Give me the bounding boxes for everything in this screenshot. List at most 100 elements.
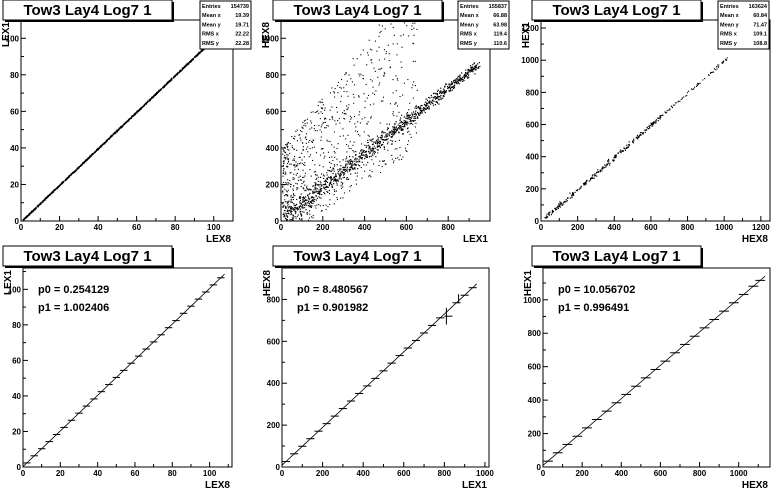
scatter-point xyxy=(366,145,368,147)
scatter-point xyxy=(428,96,430,99)
scatter-point xyxy=(284,171,286,173)
scatter-point xyxy=(392,113,394,115)
scatter-point xyxy=(310,201,312,203)
scatter-point xyxy=(463,77,465,79)
scatter-point xyxy=(436,96,438,99)
scatter-point xyxy=(294,138,296,140)
scatter-point xyxy=(316,174,318,176)
panel-3: 0 200 400 600 800 1000 12000200400600800100012… xyxy=(521,0,771,245)
scatter-point xyxy=(411,116,413,118)
scatter-point xyxy=(329,199,331,201)
scatter-point xyxy=(431,102,433,104)
y-tick-label: 40 xyxy=(10,144,19,153)
title-box: Tow3 Lay4 Log7 1 xyxy=(272,245,444,268)
scatter-point xyxy=(302,127,304,129)
scatter-point xyxy=(337,92,339,94)
scatter-point xyxy=(717,66,719,68)
scatter-point xyxy=(296,189,298,191)
x-tick-label: 1200 xyxy=(752,223,770,232)
scatter-point xyxy=(320,107,322,109)
scatter-point xyxy=(75,170,77,172)
scatter-point xyxy=(308,219,310,221)
scatter-point xyxy=(70,173,72,175)
scatter-point xyxy=(468,76,470,79)
scatter-point xyxy=(364,170,366,172)
scatter-point xyxy=(406,112,409,114)
scatter-point xyxy=(131,116,133,118)
scatter-point xyxy=(137,110,139,112)
scatter-point xyxy=(358,156,360,158)
scatter-point xyxy=(397,105,399,107)
scatter-point xyxy=(387,127,389,129)
scatter-point xyxy=(379,160,381,162)
scatter-point xyxy=(333,183,335,185)
scatter-point xyxy=(325,208,327,210)
scatter-point xyxy=(400,122,402,124)
scatter-point xyxy=(291,207,293,209)
scatter-point xyxy=(359,155,361,157)
scatter-point xyxy=(393,133,396,135)
scatter-point xyxy=(391,133,393,135)
scatter-point xyxy=(82,162,84,164)
scatter-point xyxy=(378,84,380,86)
scatter-point xyxy=(353,64,355,66)
scatter-point xyxy=(321,188,323,190)
scatter-point xyxy=(338,118,340,120)
scatter-point xyxy=(404,147,406,149)
scatter-point xyxy=(339,177,341,179)
scatter-point xyxy=(713,71,715,73)
scatter-point xyxy=(726,59,728,61)
scatter-point xyxy=(599,171,601,173)
scatter-point xyxy=(333,92,335,94)
title-frame xyxy=(272,245,443,267)
scatter-point xyxy=(45,197,47,199)
scatter-point xyxy=(353,163,355,165)
scatter-point xyxy=(463,77,466,79)
fit-line xyxy=(22,273,225,467)
scatter-point xyxy=(412,97,414,99)
scatter-point xyxy=(361,152,363,154)
scatter-point xyxy=(368,150,370,152)
scatter-point xyxy=(313,146,315,148)
scatter-point xyxy=(400,35,402,37)
scatter-point xyxy=(329,182,331,184)
x-axis-label: HEX8 xyxy=(742,480,769,491)
scatter-point xyxy=(321,131,323,133)
scatter-point xyxy=(314,205,316,207)
scatter-point xyxy=(414,60,416,62)
scatter-point xyxy=(379,145,381,147)
scatter-point xyxy=(406,124,408,126)
scatter-point xyxy=(306,199,308,201)
scatter-point xyxy=(285,172,287,174)
scatter-point xyxy=(357,168,359,170)
x-tick-label: 0 xyxy=(539,223,544,232)
scatter-point xyxy=(585,183,587,185)
scatter-point xyxy=(383,72,385,74)
scatter-point xyxy=(324,193,326,195)
scatter-point xyxy=(440,94,442,97)
scatter-point xyxy=(370,79,372,81)
scatter-point xyxy=(376,143,378,145)
scatter-point xyxy=(387,143,389,145)
scatter-point xyxy=(49,193,51,195)
scatter-point xyxy=(389,67,391,69)
scatter-point xyxy=(379,147,381,149)
stats-box-frame xyxy=(199,0,252,50)
scatter-point xyxy=(137,109,139,111)
scatter-point xyxy=(349,115,351,117)
scatter-point xyxy=(640,132,642,134)
scatter-point xyxy=(424,101,427,103)
scatter-point xyxy=(400,61,402,63)
scatter-point xyxy=(396,54,398,56)
scatter-point xyxy=(284,201,286,203)
scatter-point xyxy=(306,138,308,140)
scatter-point xyxy=(417,107,419,109)
scatter-point xyxy=(350,148,352,150)
scatter-point xyxy=(462,80,464,82)
stats-value: 22.28 xyxy=(235,41,249,47)
scatter-point xyxy=(293,194,295,196)
scatter-point xyxy=(612,160,614,162)
scatter-point xyxy=(292,219,294,221)
scatter-point xyxy=(343,87,345,89)
scatter-point xyxy=(425,105,427,107)
